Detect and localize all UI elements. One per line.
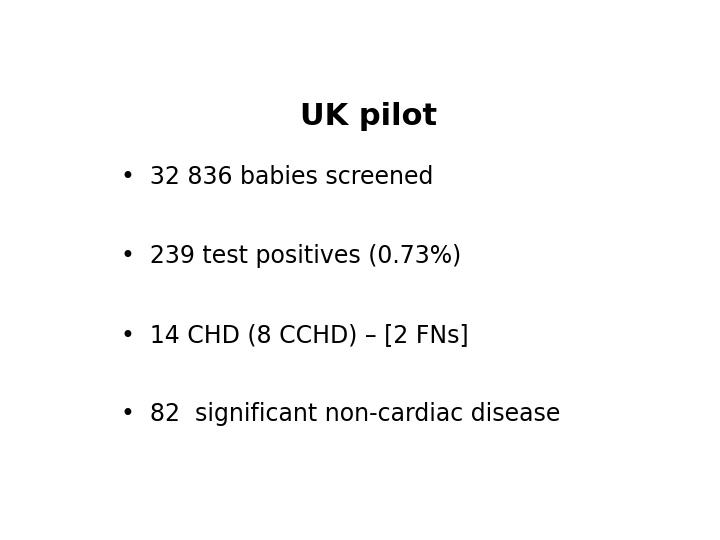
Text: •  14 CHD (8 CCHD) – [2 FNs]: • 14 CHD (8 CCHD) – [2 FNs]	[121, 322, 468, 347]
Text: •  239 test positives (0.73%): • 239 test positives (0.73%)	[121, 244, 461, 268]
Text: •  32 836 babies screened: • 32 836 babies screened	[121, 165, 433, 188]
Text: UK pilot: UK pilot	[300, 102, 438, 131]
Text: •  82  significant non-cardiac disease: • 82 significant non-cardiac disease	[121, 402, 560, 426]
